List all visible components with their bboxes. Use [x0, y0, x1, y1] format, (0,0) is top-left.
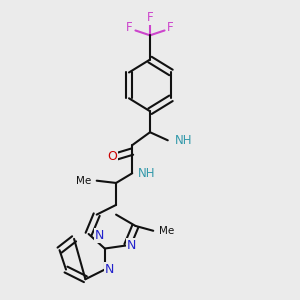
Text: NH: NH: [175, 134, 193, 147]
Text: F: F: [167, 21, 174, 34]
Text: Me: Me: [76, 176, 91, 186]
Text: F: F: [126, 21, 133, 34]
Text: F: F: [147, 11, 153, 24]
Text: O: O: [107, 150, 117, 163]
Text: N: N: [105, 263, 114, 276]
Text: N: N: [127, 239, 136, 252]
Text: NH: NH: [138, 167, 155, 180]
Text: Me: Me: [159, 226, 174, 236]
Text: N: N: [95, 229, 104, 242]
